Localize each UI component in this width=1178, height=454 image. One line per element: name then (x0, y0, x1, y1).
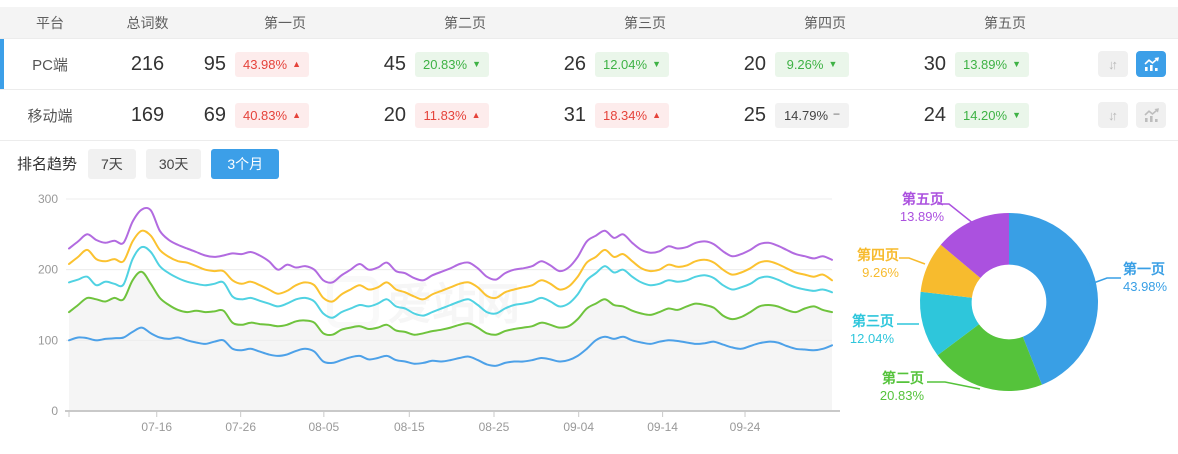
total-words: 216 (130, 52, 165, 75)
line-yellow (68, 229, 833, 303)
change-badge: 43.98% ▲ (235, 51, 309, 77)
watermark-logo (327, 276, 379, 328)
page5-count: 24 (923, 103, 946, 126)
show-trend-button[interactable] (1136, 51, 1166, 77)
trend-toolbar: 排名趋势 7天 30天 3个月 (0, 141, 1178, 186)
x-axis-label: 07-16 (141, 420, 172, 434)
trend-section-title: 排名趋势 (17, 156, 78, 173)
pie-label-page4: 第四页 9.26% (857, 247, 899, 280)
col-header-platform: 平台 (36, 14, 64, 31)
donut-slice-第一页[interactable] (1009, 213, 1099, 385)
col-header-page4: 第四页 (804, 14, 846, 31)
table-row[interactable]: 移动端 169 69 40.83% ▲ 20 11.83% ▲ 31 18.34% ▲… (0, 90, 1178, 141)
y-axis-label: 200 (38, 263, 58, 277)
x-axis-label: 09-14 (647, 420, 678, 434)
show-trend-button[interactable] (1136, 102, 1166, 128)
platform-label: 移动端 (27, 107, 73, 125)
donut-slice-第四页[interactable] (920, 244, 981, 298)
x-axis-label: 09-04 (563, 420, 594, 434)
page-distribution-donut: 第一页 43.98% 第二页 20.83% 第三页 12.04% 第四页 9.26% 第… (845, 186, 1178, 454)
col-header-page2: 第二页 (444, 14, 486, 31)
tab-7days[interactable]: 7天 (88, 148, 136, 179)
col-header-page3: 第三页 (624, 14, 666, 31)
x-axis-label: 08-25 (479, 420, 510, 434)
page1-count: 69 (203, 103, 226, 126)
change-badge: 14.79% − (775, 102, 849, 128)
trend-arrow-icon: ▼ (828, 58, 838, 69)
trend-arrow-icon: ▲ (471, 109, 481, 120)
tab-30days[interactable]: 30天 (145, 148, 202, 179)
change-badge: 40.83% ▲ (235, 102, 309, 128)
x-axis-label: 08-15 (394, 420, 425, 434)
page3-count: 31 (563, 103, 586, 126)
line-blue (68, 326, 833, 367)
x-axis-label: 07-26 (225, 420, 256, 434)
trend-arrow-icon: ▼ (1012, 58, 1021, 69)
pie-label-page3: 第三页 12.04% (849, 313, 894, 346)
trend-arrow-icon: ▼ (1012, 109, 1021, 120)
x-axis-label: 09-24 (730, 420, 761, 434)
y-axis-label: 100 (38, 333, 58, 347)
total-words: 169 (130, 103, 165, 126)
col-header-total: 总词数 (126, 14, 169, 31)
trend-arrow-icon: ▲ (652, 109, 661, 120)
table-header: 平台 总词数 第一页 第二页 第三页 第四页 第五页 (0, 7, 1178, 39)
sort-button[interactable]: ↓↑ (1098, 102, 1128, 128)
page1-count: 95 (203, 52, 226, 75)
donut-chart[interactable] (845, 186, 1178, 454)
change-badge: 11.83% ▲ (415, 102, 489, 128)
change-badge: 9.26% ▼ (775, 51, 849, 77)
col-header-page1: 第一页 (264, 14, 306, 31)
change-badge: 20.83% ▼ (415, 51, 489, 77)
donut-slice-第三页[interactable] (919, 291, 979, 356)
donut-slice-第五页[interactable] (940, 213, 1009, 278)
page3-count: 26 (563, 52, 586, 75)
platform-label: PC端 (32, 56, 68, 74)
page4-count: 20 (743, 52, 766, 75)
donut-leader-lines (897, 203, 1121, 390)
page2-count: 45 (383, 52, 406, 75)
chart-trend-icon (1143, 56, 1159, 71)
trend-arrow-icon: ▼ (652, 58, 661, 69)
y-axis-label: 300 (38, 192, 58, 206)
donut-slice-第二页[interactable] (937, 324, 1042, 392)
sort-button[interactable]: ↓↑ (1098, 51, 1128, 77)
charts-area: 0 100 200 300 爱站网 07-16 07-26 08-05 08-15 08-25 09… (0, 186, 1178, 454)
sort-arrows-icon: ↓↑ (1108, 56, 1118, 72)
col-header-page5: 第五页 (984, 14, 1026, 31)
change-badge: 12.04% ▼ (595, 51, 669, 77)
pie-label-page2: 第二页 20.83% (879, 370, 924, 403)
line-purple (68, 206, 833, 284)
pie-label-page5: 第五页 13.89% (899, 191, 944, 224)
change-badge: 18.34% ▲ (595, 102, 669, 128)
change-badge: 13.89% ▼ (955, 51, 1029, 77)
sort-arrows-icon: ↓↑ (1108, 107, 1118, 123)
change-badge: 14.20% ▼ (955, 102, 1029, 128)
trend-arrow-icon: ▲ (292, 58, 301, 69)
area-fill (69, 271, 832, 411)
chart-trend-icon (1143, 107, 1159, 122)
y-axis-label: 0 (51, 404, 58, 418)
table-row[interactable]: PC端 216 95 43.98% ▲ 45 20.83% ▼ 26 12.04% ▼… (0, 39, 1178, 90)
page2-count: 20 (383, 103, 406, 126)
line-green (68, 270, 833, 337)
x-axis-label: 08-05 (308, 420, 339, 434)
tab-3months[interactable]: 3个月 (211, 148, 280, 179)
trend-arrow-icon: ▼ (472, 58, 481, 69)
pie-label-page1: 第一页 43.98% (1123, 261, 1168, 294)
trend-arrow-icon: − (833, 107, 841, 121)
page5-count: 30 (923, 52, 946, 75)
page4-count: 25 (743, 103, 766, 126)
trend-arrow-icon: ▲ (292, 109, 301, 120)
line-cyan (68, 245, 833, 319)
